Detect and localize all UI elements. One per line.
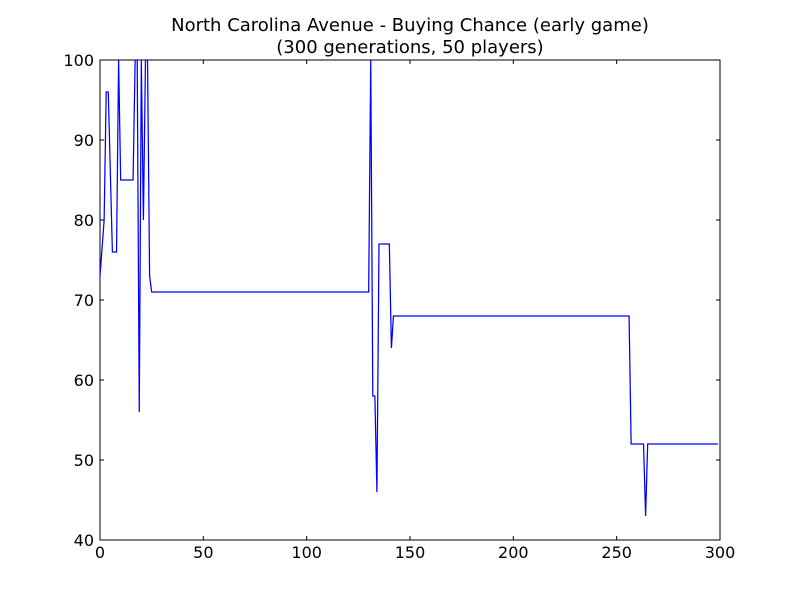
x-tick-label-0: 0 (95, 543, 105, 562)
series-line-0 (99, 59, 718, 517)
y-tick-label-5: 90 (74, 131, 94, 150)
y-tick-label-1: 50 (74, 451, 94, 470)
x-tick-label-4: 200 (498, 543, 529, 562)
x-tick-label-1: 50 (193, 543, 213, 562)
y-tick-label-0: 40 (74, 531, 94, 550)
y-tick-label-6: 100 (63, 51, 94, 70)
y-tick-label-4: 80 (74, 211, 94, 230)
y-tick-label-3: 70 (74, 291, 94, 310)
y-tick-label-2: 60 (74, 371, 94, 390)
chart-subtitle: (300 generations, 50 players) (276, 37, 543, 58)
x-tick-label-3: 150 (395, 543, 426, 562)
chart-title: North Carolina Avenue - Buying Chance (e… (171, 15, 649, 36)
x-tick-label-6: 300 (705, 543, 736, 562)
tick-labels-layer: 0 50 100 150 200 250 300 40 50 60 70 80 90 100 (63, 51, 735, 562)
series-layer (99, 59, 718, 517)
x-tick-label-2: 100 (291, 543, 322, 562)
ticks-layer (99, 59, 721, 541)
x-tick-label-5: 250 (601, 543, 632, 562)
